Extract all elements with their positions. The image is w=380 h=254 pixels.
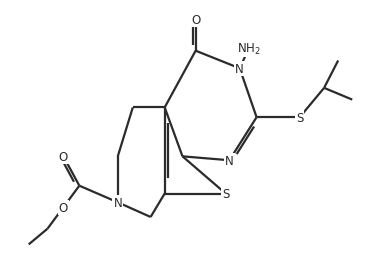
Text: N: N xyxy=(235,62,244,75)
Text: O: O xyxy=(59,150,68,163)
Text: N: N xyxy=(113,196,122,209)
Text: N: N xyxy=(225,154,234,167)
Text: NH$_2$: NH$_2$ xyxy=(237,42,261,57)
Text: S: S xyxy=(296,111,303,124)
Text: S: S xyxy=(222,187,229,200)
Text: O: O xyxy=(59,201,68,214)
Text: O: O xyxy=(191,14,200,27)
